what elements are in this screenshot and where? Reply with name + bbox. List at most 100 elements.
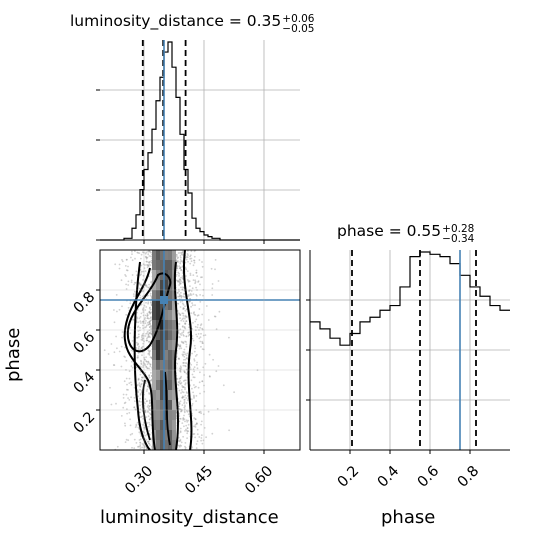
- scatter-point: [193, 313, 196, 316]
- scatter-point: [133, 283, 136, 286]
- scatter-point: [207, 410, 210, 413]
- scatter-point: [195, 400, 198, 402]
- scatter-point: [179, 255, 182, 257]
- scatter-point: [134, 426, 137, 429]
- scatter-point: [149, 350, 152, 352]
- scatter-point: [127, 389, 129, 391]
- scatter-point: [147, 404, 150, 407]
- scatter-point: [179, 301, 182, 303]
- scatter-point: [130, 365, 133, 367]
- scatter-point: [194, 436, 197, 439]
- scatter-point: [191, 373, 194, 376]
- scatter-point: [200, 434, 203, 437]
- scatter-point: [181, 332, 183, 334]
- scatter-point: [141, 251, 144, 254]
- scatter-point: [193, 255, 196, 258]
- scatter-point: [185, 308, 188, 311]
- scatter-point: [189, 292, 192, 295]
- scatter-point: [195, 333, 198, 336]
- scatter-point: [186, 357, 189, 359]
- scatter-point: [140, 322, 142, 324]
- scatter-point: [140, 401, 143, 403]
- scatter-point: [179, 317, 182, 320]
- density-cell: [164, 320, 168, 330]
- scatter-point: [183, 414, 185, 417]
- density-cell: [156, 300, 160, 310]
- scatter-point: [140, 359, 142, 362]
- scatter-point: [149, 416, 152, 419]
- scatter-point: [147, 317, 150, 320]
- scatter-point: [200, 423, 203, 426]
- scatter-point: [200, 420, 203, 423]
- scatter-point: [147, 360, 150, 363]
- scatter-point: [228, 336, 230, 339]
- density-cell: [156, 420, 160, 430]
- scatter-point: [190, 294, 193, 296]
- scatter-point: [137, 426, 140, 429]
- scatter-point: [146, 332, 149, 334]
- scatter-point: [180, 381, 183, 384]
- scatter-point: [180, 340, 183, 343]
- scatter-point: [144, 255, 147, 258]
- scatter-point: [184, 322, 187, 325]
- scatter-point: [185, 428, 187, 431]
- scatter-point: [199, 392, 201, 395]
- density-cell: [160, 300, 164, 310]
- scatter-point: [144, 434, 147, 437]
- scatter-point: [180, 291, 182, 294]
- scatter-point: [190, 363, 193, 366]
- scatter-point: [193, 261, 196, 264]
- phase-histogram: 0.2 0.4 0.6 0.8: [306, 250, 510, 491]
- scatter-point: [147, 442, 150, 445]
- scatter-point: [144, 428, 147, 430]
- scatter-point: [183, 401, 186, 403]
- density-cell: [160, 430, 164, 440]
- scatter-point: [132, 293, 135, 295]
- scatter-point: [187, 335, 190, 337]
- scatter-point: [139, 441, 142, 444]
- scatter-point: [137, 343, 140, 346]
- density-cell: [152, 300, 156, 310]
- scatter-point: [181, 276, 184, 279]
- scatter-point: [144, 364, 147, 367]
- density-cell: [156, 350, 160, 360]
- scatter-point: [146, 321, 149, 324]
- scatter-point: [148, 405, 151, 408]
- scatter-point: [177, 381, 180, 384]
- scatter-point: [135, 423, 138, 426]
- scatter-point: [147, 265, 150, 267]
- scatter-point: [182, 295, 185, 298]
- scatter-point: [183, 351, 186, 354]
- scatter-point: [146, 317, 149, 319]
- scatter-point: [182, 385, 185, 388]
- scatter-point: [178, 408, 181, 411]
- scatter-point: [179, 278, 181, 281]
- density-cell: [152, 280, 156, 290]
- phase-title-minus: −0.34: [442, 233, 475, 245]
- scatter-point: [132, 350, 135, 352]
- scatter-point: [146, 314, 149, 317]
- scatter-point: [178, 381, 181, 383]
- density-cell: [168, 350, 172, 360]
- density-cell: [164, 310, 168, 320]
- scatter-point: [133, 396, 136, 399]
- scatter-point: [196, 367, 199, 370]
- scatter-point: [130, 383, 133, 386]
- scatter-point: [183, 326, 186, 329]
- scatter-point: [176, 260, 178, 263]
- scatter-point: [197, 281, 200, 283]
- density-cell: [164, 290, 168, 300]
- scatter-point: [184, 323, 187, 325]
- scatter-point: [194, 426, 197, 428]
- scatter-point: [179, 377, 182, 380]
- scatter-point: [187, 395, 189, 397]
- scatter-point: [178, 405, 181, 408]
- scatter-point: [150, 301, 152, 303]
- scatter-point: [120, 365, 123, 368]
- scatter-point: [187, 430, 190, 432]
- density-cell: [152, 340, 156, 350]
- scatter-point: [181, 302, 184, 305]
- scatter-point: [181, 286, 184, 289]
- x-axis-label-luminosity-distance: luminosity_distance: [100, 507, 279, 528]
- scatter-point: [129, 302, 132, 305]
